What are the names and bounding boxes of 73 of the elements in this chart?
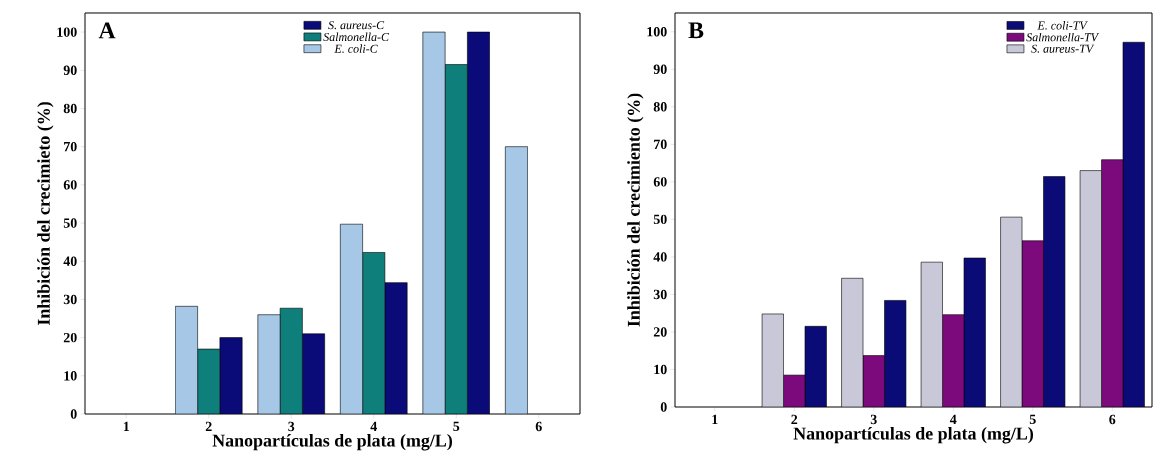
y-tick-label: 30	[653, 289, 667, 300]
x-tick-label: 6	[535, 421, 542, 432]
annotation: A	[98, 22, 116, 39]
bar	[302, 333, 325, 414]
bar	[863, 355, 885, 407]
y-tick-label: 20	[653, 327, 667, 337]
x-tick-label: 2	[791, 414, 798, 425]
y-tick-label: 50	[63, 218, 77, 228]
y-tick-label: 0	[70, 409, 77, 419]
x-tick-label: 2	[205, 421, 212, 432]
x-tick-label: 1	[712, 414, 718, 424]
bar	[1000, 217, 1023, 407]
bar	[963, 258, 986, 407]
bar	[1022, 240, 1044, 407]
y-tick-label: 60	[63, 180, 77, 190]
y-tick-label: 100	[647, 27, 667, 37]
y-tick-label: 30	[63, 294, 77, 305]
x-tick-label: 5	[1029, 414, 1036, 425]
y-tick-label: 100	[57, 27, 77, 37]
bar	[942, 314, 964, 407]
y-axis-title: Inhibición del crecimiento (%)	[627, 93, 644, 327]
legend-label: E. coli-TV	[1037, 21, 1088, 30]
bar	[340, 223, 363, 414]
y-tick-label: 60	[653, 177, 667, 187]
y-tick-label: 20	[63, 332, 77, 343]
annotation: B	[688, 22, 704, 39]
y-tick-label: 10	[654, 364, 667, 375]
x-tick-label: 3	[870, 414, 877, 425]
bar	[362, 252, 386, 414]
bar	[762, 313, 784, 407]
bar	[1079, 170, 1102, 407]
bar	[1122, 41, 1145, 407]
bar	[841, 278, 864, 407]
y-tick-label: 0	[660, 402, 667, 412]
x-tick-label: 6	[1109, 414, 1116, 425]
x-tick-label: 3	[288, 421, 295, 432]
y-axis-title: Inhibición del crecimieto (%)	[37, 102, 54, 326]
bar	[257, 314, 281, 414]
bar	[1101, 159, 1124, 407]
legend-label: E. coli-C	[334, 44, 378, 53]
x-tick-label: 5	[453, 421, 460, 432]
legend-label: Salmonella-C	[323, 32, 390, 42]
bar	[804, 326, 827, 407]
x-axis-title: Nanopartículas de plata (mg/L)	[212, 433, 452, 451]
legend-label: Salmonella-TV	[1026, 32, 1100, 42]
bar	[884, 300, 906, 407]
bar	[279, 307, 303, 414]
y-tick-label: 80	[63, 103, 77, 114]
bar	[175, 306, 198, 414]
legend-label: S. aureus-C	[328, 21, 385, 30]
bar	[1043, 176, 1065, 407]
y-tick-label: 40	[653, 252, 667, 262]
y-tick-label: 90	[653, 64, 667, 74]
x-axis-title: Nanopartículas de plata (mg/L)	[793, 426, 1034, 444]
bar	[219, 337, 243, 414]
y-tick-label: 70	[64, 141, 77, 152]
bar	[197, 348, 221, 414]
x-tick-label: 4	[370, 421, 377, 431]
y-tick-label: 50	[653, 214, 667, 225]
bar	[444, 64, 468, 414]
x-tick-label: 4	[949, 414, 957, 424]
y-tick-label: 80	[653, 102, 667, 112]
y-tick-label: 70	[654, 139, 667, 150]
bar	[467, 31, 490, 414]
bar	[921, 262, 943, 407]
bar	[505, 146, 528, 414]
bar	[384, 282, 408, 414]
x-tick-label: 1	[123, 421, 130, 431]
legend-label: S. aureus-TV	[1031, 44, 1095, 53]
y-tick-label: 10	[64, 371, 77, 381]
y-tick-label: 40	[63, 256, 77, 266]
bar	[422, 31, 446, 414]
y-tick-label: 90	[63, 65, 77, 75]
